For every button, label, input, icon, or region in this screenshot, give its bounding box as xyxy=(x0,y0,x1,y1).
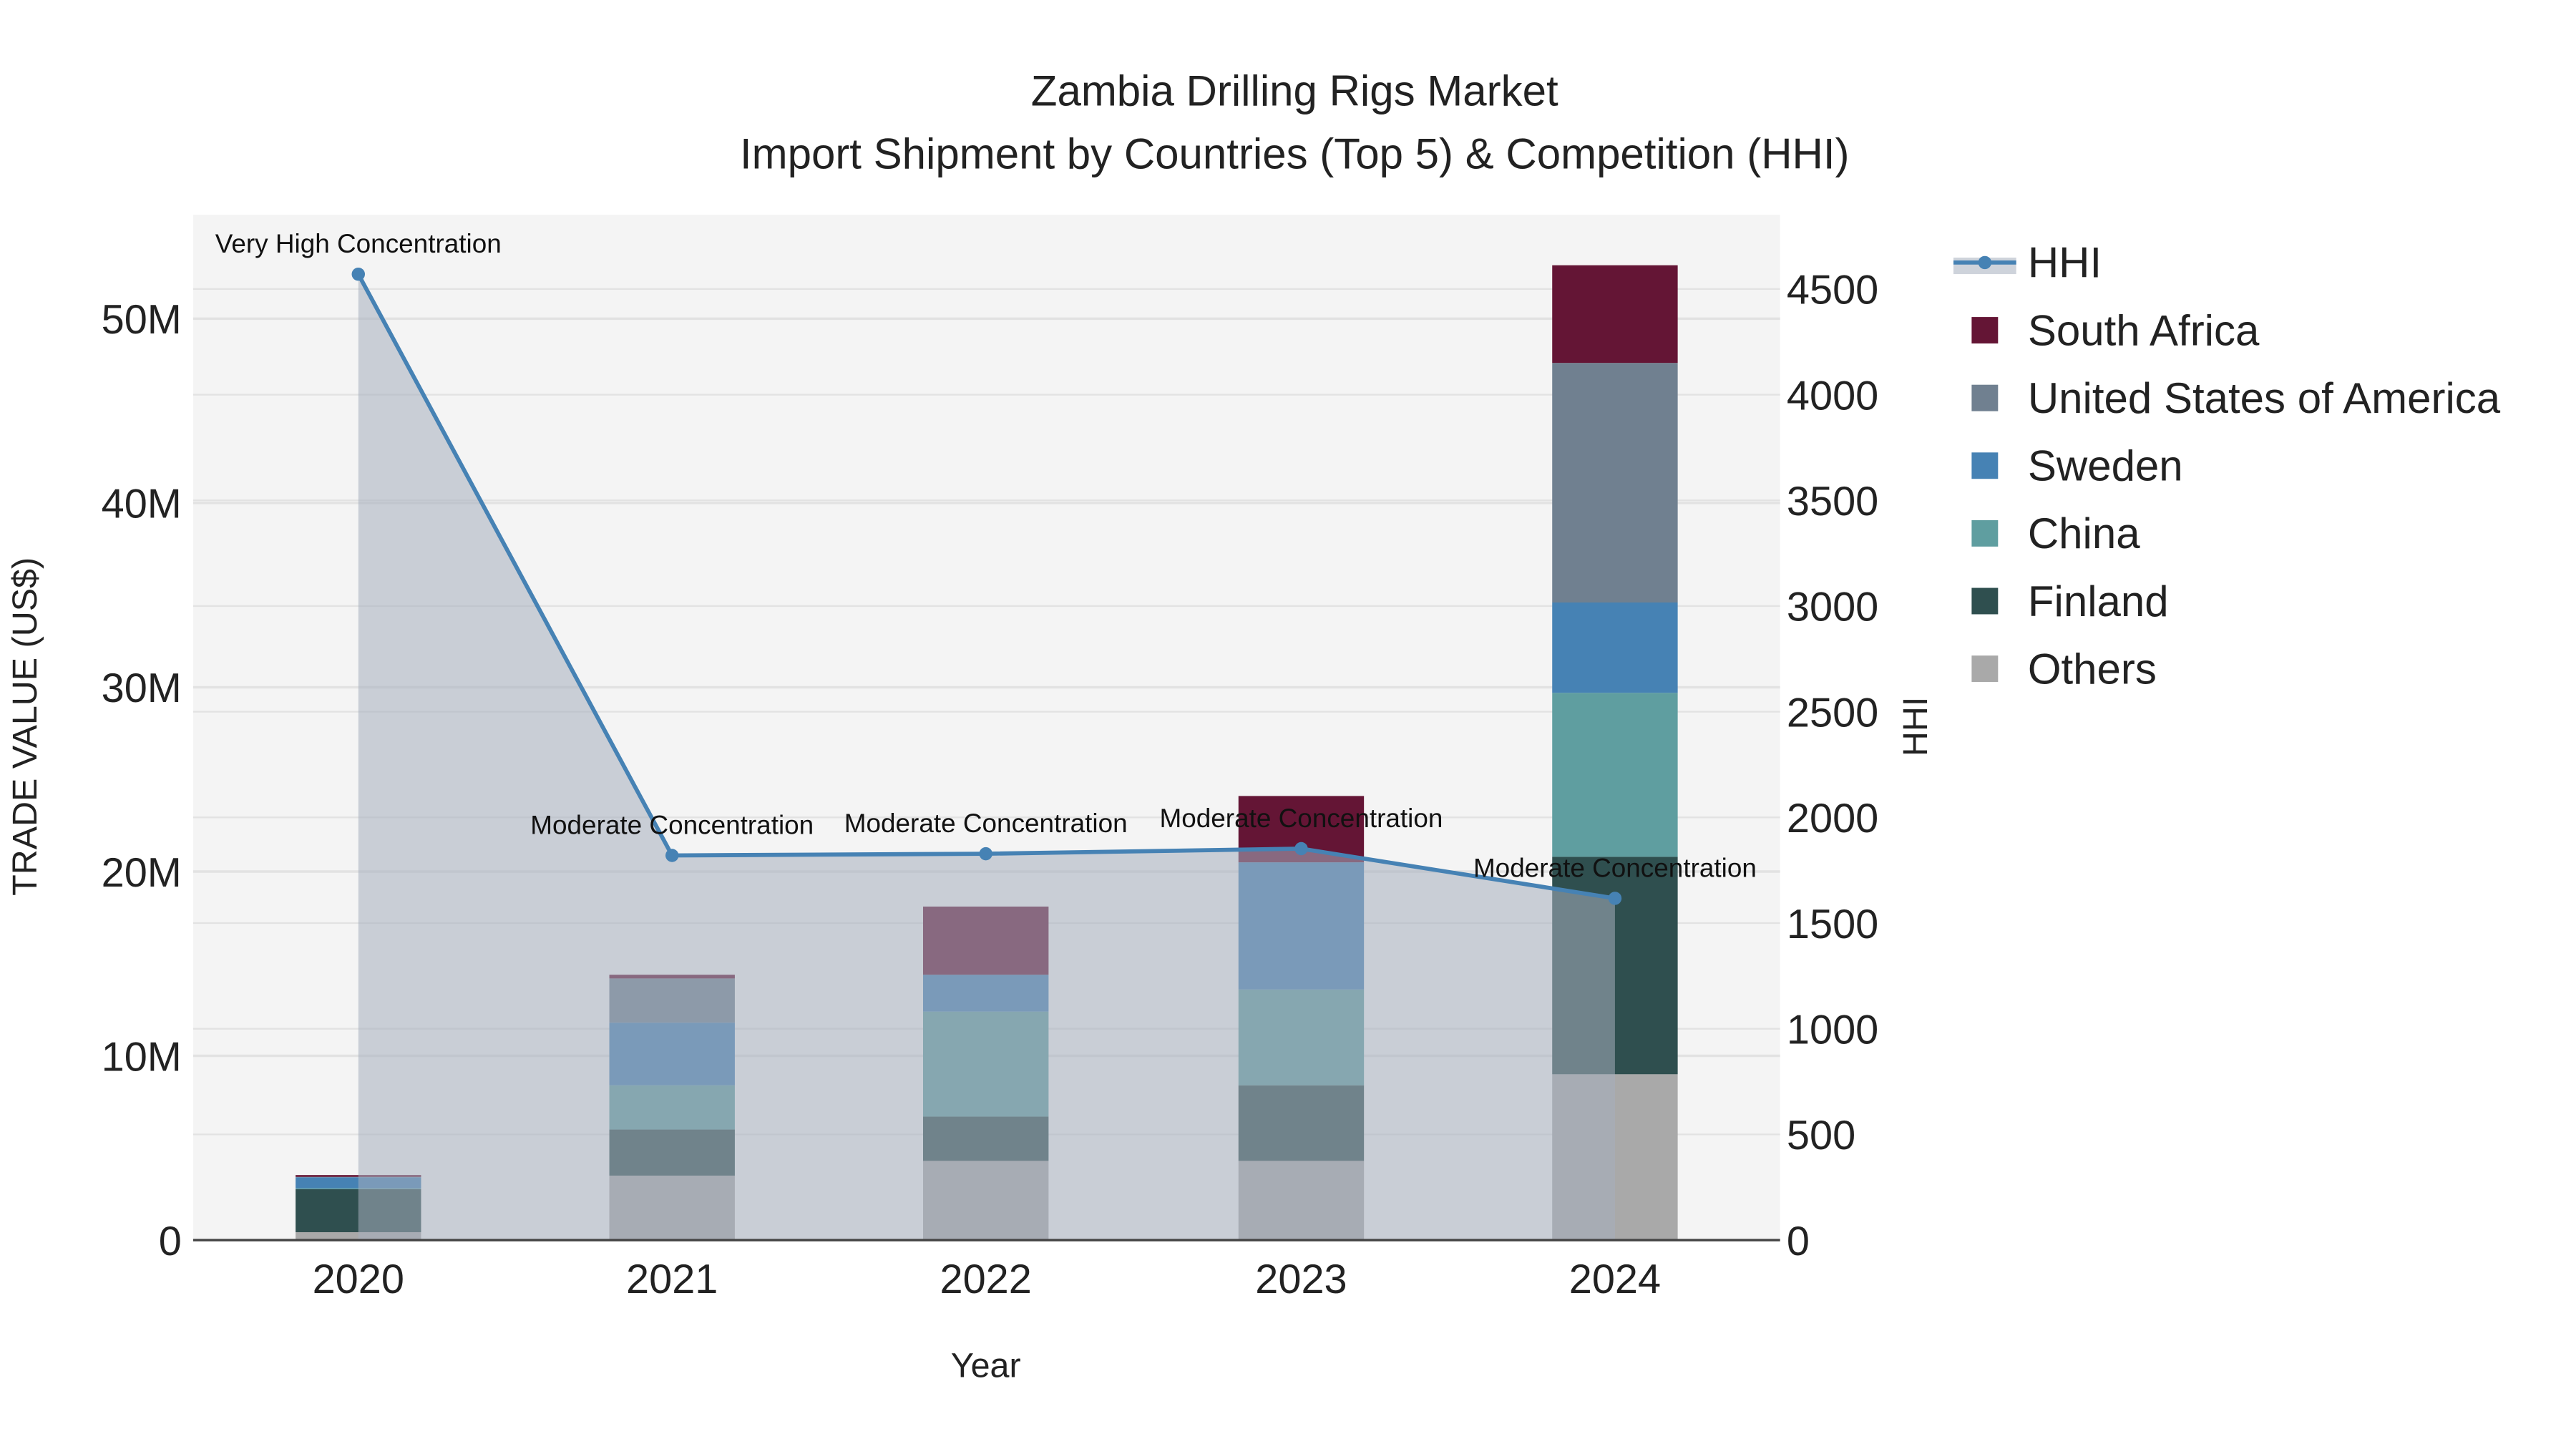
y2-tick-label: 1500 xyxy=(1787,902,1878,947)
x-tick-label: 2022 xyxy=(940,1257,1032,1302)
y-tick-label: 0 xyxy=(159,1219,182,1264)
y2-tick-label: 2000 xyxy=(1787,796,1878,841)
y2-tick-label: 0 xyxy=(1787,1219,1810,1264)
chart-title: Zambia Drilling Rigs Market xyxy=(1031,67,1558,115)
y2-tick-label: 3500 xyxy=(1787,479,1878,525)
legend-label: United States of America xyxy=(2028,374,2501,422)
legend-item-others[interactable]: Others xyxy=(1971,645,2157,693)
y2-tick-label: 2500 xyxy=(1787,690,1878,736)
chart-subtitle: Import Shipment by Countries (Top 5) & C… xyxy=(740,130,1850,177)
legend-label: South Africa xyxy=(2028,306,2260,354)
legend-swatch xyxy=(1971,452,1999,479)
y2-tick-label: 1000 xyxy=(1787,1007,1878,1053)
legend-item-hhi[interactable]: HHI xyxy=(1953,239,2102,287)
y2-tick-label: 4500 xyxy=(1787,268,1878,313)
legend-swatch xyxy=(1971,384,1999,411)
legend-swatch xyxy=(1971,317,1999,343)
hhi-annotation: Moderate Concentration xyxy=(844,809,1128,838)
legend-item-united-states-of-america[interactable]: United States of America xyxy=(1971,374,2501,422)
hhi-annotation: Moderate Concentration xyxy=(1473,853,1757,882)
hhi-point-2022 xyxy=(979,847,992,861)
legend-swatch xyxy=(1971,587,1999,615)
y2-axis-title: HHI xyxy=(1896,697,1935,756)
y-tick-label: 40M xyxy=(102,482,182,527)
legend-item-sweden[interactable]: Sweden xyxy=(1971,442,2183,490)
bar-united-states-of-america-2024 xyxy=(1552,363,1678,602)
hhi-annotation: Moderate Concentration xyxy=(1159,804,1443,833)
hhi-point-2020 xyxy=(351,267,365,281)
x-tick-label: 2023 xyxy=(1255,1257,1347,1302)
legend-label: Others xyxy=(2028,645,2157,693)
x-axis-title: Year xyxy=(951,1347,1021,1385)
x-tick-label: 2021 xyxy=(626,1257,718,1302)
y-tick-label: 30M xyxy=(102,665,182,711)
hhi-point-2024 xyxy=(1608,892,1622,905)
hhi-point-2023 xyxy=(1294,841,1308,856)
y-tick-label: 20M xyxy=(102,850,182,896)
legend-swatch xyxy=(1971,655,1999,683)
legend-item-south-africa[interactable]: South Africa xyxy=(1971,306,2260,354)
bar-south-africa-2024 xyxy=(1552,265,1678,364)
y2-tick-label: 3000 xyxy=(1787,585,1878,630)
hhi-area xyxy=(358,274,1615,1241)
legend-item-china[interactable]: China xyxy=(1971,509,2140,557)
legend-label: HHI xyxy=(2028,239,2102,287)
y-axis-title: TRADE VALUE (US$) xyxy=(6,557,44,896)
legend-swatch xyxy=(1971,519,1999,547)
y2-tick-label: 500 xyxy=(1787,1113,1855,1158)
bar-china-2024 xyxy=(1552,693,1678,857)
x-tick-label: 2024 xyxy=(1569,1257,1661,1302)
legend-item-finland[interactable]: Finland xyxy=(1971,577,2169,625)
legend-label: China xyxy=(2028,509,2140,557)
x-tick-label: 2020 xyxy=(313,1257,404,1302)
hhi-annotation: Moderate Concentration xyxy=(530,810,814,839)
legend-label: Finland xyxy=(2028,577,2169,625)
legend-swatch-marker xyxy=(1978,255,1992,270)
y-tick-label: 10M xyxy=(102,1034,182,1080)
hhi-annotation: Very High Concentration xyxy=(215,229,502,258)
bar-sweden-2024 xyxy=(1552,602,1678,693)
y-tick-label: 50M xyxy=(102,297,182,343)
hhi-point-2021 xyxy=(665,849,679,862)
y2-tick-label: 4000 xyxy=(1787,373,1878,419)
legend-label: Sweden xyxy=(2028,442,2183,490)
